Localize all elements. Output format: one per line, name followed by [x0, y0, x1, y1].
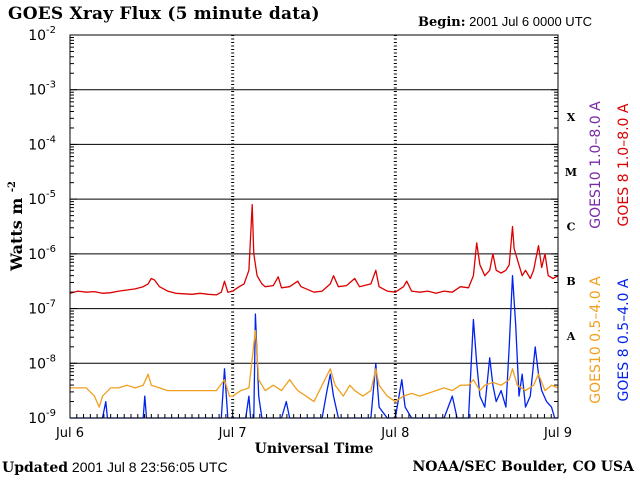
flare-class-m: M [565, 166, 577, 179]
y-tick-label: 10-5 [28, 189, 56, 208]
chart-title: GOES Xray Flux (5 minute data) [8, 4, 320, 24]
credit-text: NOAA/SEC Boulder, CO USA [412, 459, 635, 475]
begin-value: 2001 Jul 6 0000 UTC [469, 14, 593, 29]
series-line-2 [70, 275, 558, 419]
flare-class-c: C [567, 221, 576, 234]
legend-entry: GOES10 0.5–4.0 A [588, 276, 604, 404]
updated-label: Updated [2, 460, 69, 476]
legend-entry: GOES 8 0.5–4.0 A [616, 278, 632, 401]
day-tick-marks [231, 35, 397, 418]
legend-entry: GOES 8 1.0–8.0 A [616, 103, 632, 226]
y-tick-label: 10-3 [28, 80, 56, 99]
series-line-0 [69, 203, 559, 296]
y-tick-label: 10-9 [28, 408, 56, 427]
y-tick-label: 10-7 [28, 299, 56, 318]
y-tick-label: 10-4 [28, 134, 56, 153]
y-tick-label: 10-6 [28, 244, 56, 263]
flare-class-b: B [566, 275, 575, 288]
updated-stamp: Updated 2001 Jul 8 23:56:05 UTC [2, 459, 228, 476]
x-tick-label: Jul 9 [543, 426, 572, 441]
begin-label: Begin: [418, 15, 466, 30]
x-tick-label: Jul 8 [380, 426, 409, 441]
legend-entry: GOES10 1.0–8.0 A [588, 101, 604, 229]
series-line-3 [70, 329, 559, 408]
flare-class-x: X [567, 111, 576, 124]
grid-lines [70, 89, 558, 364]
y-tick-label: 10-2 [28, 25, 56, 44]
x-axis-label: Universal Time [255, 441, 374, 457]
x-tick-label: Jul 6 [55, 426, 84, 441]
x-axis: Jul 6 Jul 7 Jul 8 Jul 9 [55, 410, 572, 441]
updated-value: 2001 Jul 8 23:56:05 UTC [71, 459, 228, 475]
begin-stamp: Begin: 2001 Jul 6 0000 UTC [418, 14, 592, 30]
y-axis-label: Watts m -2 [7, 181, 26, 272]
plot-frame [69, 34, 559, 419]
flare-class-labels: X M C B A [565, 111, 577, 343]
y-tick-label: 10-8 [28, 353, 56, 372]
y-axis: 10-2 10-3 10-4 10-5 10-6 10-7 10-8 10-9 [28, 25, 558, 427]
flare-class-a: A [566, 330, 576, 343]
legend: GOES10 1.0–8.0 A GOES 8 1.0–8.0 A GOES10 0… [588, 101, 632, 404]
series-lines [69, 203, 559, 419]
x-tick-label: Jul 7 [218, 426, 247, 441]
